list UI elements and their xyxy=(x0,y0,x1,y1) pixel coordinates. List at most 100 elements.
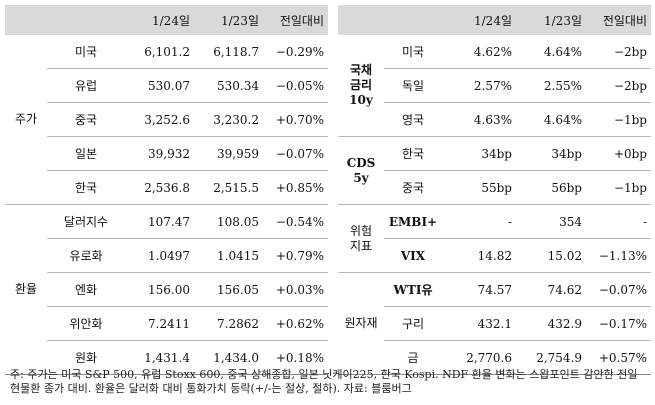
value-prev-cell: 4.64% xyxy=(516,102,586,137)
change-cell: −0.54% xyxy=(263,204,328,239)
item-cell: 금 xyxy=(407,351,419,365)
change-cell: +0.62% xyxy=(263,306,328,341)
value-latest-cell: 2,770.6 xyxy=(466,350,512,365)
value-latest-cell: 156.00 xyxy=(125,272,194,307)
change-cell: −1.13% xyxy=(586,238,651,273)
table-row: 금 2,770.6 2,754.9 +0.57% xyxy=(338,341,651,375)
header-date-prev: 1/23일 xyxy=(194,5,263,35)
value-latest-cell: 2,536.8 xyxy=(125,170,194,205)
item-cell: 한국 xyxy=(384,136,442,171)
table-row: 엔화 156.00 156.05 +0.03% xyxy=(5,272,328,307)
table-row: 일본 39,932 39,959 −0.07% xyxy=(5,136,328,171)
value-latest-cell: 1,431.4 xyxy=(144,350,190,365)
table-row: VIX 14.82 15.02 −1.13% xyxy=(338,238,651,273)
item-cell: 일본 xyxy=(47,136,125,171)
value-prev-cell: 1.0415 xyxy=(194,238,263,273)
table-row: 독일 2.57% 2.55% −2bp xyxy=(338,68,651,103)
change-cell: −2bp xyxy=(586,35,651,69)
value-prev-cell: 15.02 xyxy=(516,238,586,273)
value-prev-cell: 2.55% xyxy=(516,68,586,103)
value-latest-cell: 14.82 xyxy=(442,238,516,273)
value-prev-cell: 7.2862 xyxy=(194,306,263,341)
item-cell: 구리 xyxy=(384,306,442,341)
category-cell: 위험 지표 xyxy=(338,204,384,273)
value-latest-cell: 34bp xyxy=(442,136,516,171)
header-cell xyxy=(47,5,125,35)
table-row: 구리 432.1 432.9 −0.17% xyxy=(338,306,651,341)
table-row: 유럽 530.07 530.34 −0.05% xyxy=(5,68,328,103)
table-row: 유로화 1.0497 1.0415 +0.79% xyxy=(5,238,328,273)
value-prev-cell: 3,230.2 xyxy=(194,102,263,137)
item-cell: 엔화 xyxy=(47,272,125,307)
item-cell: 독일 xyxy=(384,68,442,103)
value-latest-cell: 4.62% xyxy=(442,35,516,69)
header-cell xyxy=(338,5,384,35)
table-row: 위험 지표 EMBI+ -354- xyxy=(338,204,651,273)
item-cell: 달러지수 xyxy=(47,204,125,239)
change-cell: −0.07% xyxy=(263,136,328,171)
item-cell: EMBI+ xyxy=(384,204,442,239)
change-cell: +0.03% xyxy=(263,272,328,307)
value-prev-cell: 156.05 xyxy=(194,272,263,307)
item-cell: 미국 xyxy=(384,35,442,69)
item-cell: 원화 xyxy=(74,351,98,365)
table-row: 원화 1,431.4 1,434.0 +0.18% xyxy=(5,341,328,375)
change-cell: +0.18% xyxy=(275,350,324,365)
table-row: 환율 달러지수 107.47 108.05 −0.54% xyxy=(5,204,328,296)
value-latest-cell: 107.47 xyxy=(125,204,194,239)
value-latest-cell: - xyxy=(442,204,516,239)
item-cell: 중국 xyxy=(384,170,442,205)
value-latest-cell: 432.1 xyxy=(442,306,516,341)
header-date-latest: 1/24일 xyxy=(125,5,194,35)
table-row: 중국 55bp 56bp −1bp xyxy=(338,170,651,205)
value-prev-cell: 39,959 xyxy=(194,136,263,171)
value-prev-cell: 6,118.7 xyxy=(194,35,263,69)
header-change: 전일대비 xyxy=(263,5,328,35)
table-row: 중국 3,252.6 3,230.2 +0.70% xyxy=(5,102,328,137)
equity-fx-table: 1/24일 1/23일 전일대비 주가 미국 6,101.2 6,118.7 −0.29… xyxy=(5,5,328,375)
category-cell: 국채 금리 10y xyxy=(338,35,384,137)
change-cell: −1bp xyxy=(586,102,651,137)
item-cell: 영국 xyxy=(384,102,442,137)
table-row: 원자재 WTI유 74.57 74.62 −0.07% xyxy=(338,272,651,330)
table-row: 위안화 7.2411 7.2862 +0.62% xyxy=(5,306,328,341)
value-prev-cell: 108.05 xyxy=(194,204,263,239)
value-prev-cell: 1,434.0 xyxy=(213,350,259,365)
change-cell: −0.29% xyxy=(263,35,328,69)
footnote: 주: 주가는 미국 S&P 500, 유럽 Stoxx 600, 중국 상해종합… xyxy=(10,368,638,395)
value-latest-cell: 74.57 xyxy=(442,272,516,307)
value-latest-cell: 55bp xyxy=(442,170,516,205)
table-row: 국채 금리 10y 미국 4.62% 4.64% −2bp xyxy=(338,35,651,137)
value-latest-cell: 530.07 xyxy=(125,68,194,103)
value-prev-cell: 34bp xyxy=(516,136,586,171)
item-cell: WTI유 xyxy=(384,272,442,307)
value-prev-cell: 74.62 xyxy=(516,272,586,307)
category-cell: 환율 xyxy=(14,282,38,296)
value-latest-cell: 39,932 xyxy=(125,136,194,171)
header-change: 전일대비 xyxy=(586,5,651,35)
value-latest-cell: 4.63% xyxy=(442,102,516,137)
item-cell: 위안화 xyxy=(47,306,125,341)
value-prev-cell: 2,754.9 xyxy=(536,350,582,365)
table-header-row: 1/24일 1/23일 전일대비 xyxy=(338,5,651,35)
change-cell: +0.85% xyxy=(263,170,328,205)
value-latest-cell: 7.2411 xyxy=(125,306,194,341)
change-cell: −1bp xyxy=(586,170,651,205)
value-latest-cell: 3,252.6 xyxy=(125,102,194,137)
value-latest-cell: 1.0497 xyxy=(125,238,194,273)
header-date-prev: 1/23일 xyxy=(516,5,586,35)
value-prev-cell: 432.9 xyxy=(516,306,586,341)
header-cell xyxy=(384,5,442,35)
category-cell: CDS 5y xyxy=(338,136,384,205)
table-header-row: 1/24일 1/23일 전일대비 xyxy=(5,5,328,35)
item-cell: 유로화 xyxy=(47,238,125,273)
value-prev-cell: 530.34 xyxy=(194,68,263,103)
value-prev-cell: 354 xyxy=(516,204,586,239)
item-cell: 유럽 xyxy=(47,68,125,103)
value-latest-cell: 2.57% xyxy=(442,68,516,103)
change-cell: +0bp xyxy=(586,136,651,171)
change-cell: +0.57% xyxy=(598,350,647,365)
change-cell: −2bp xyxy=(586,68,651,103)
table-row: CDS 5y 한국 34bp 34bp +0bp xyxy=(338,136,651,205)
